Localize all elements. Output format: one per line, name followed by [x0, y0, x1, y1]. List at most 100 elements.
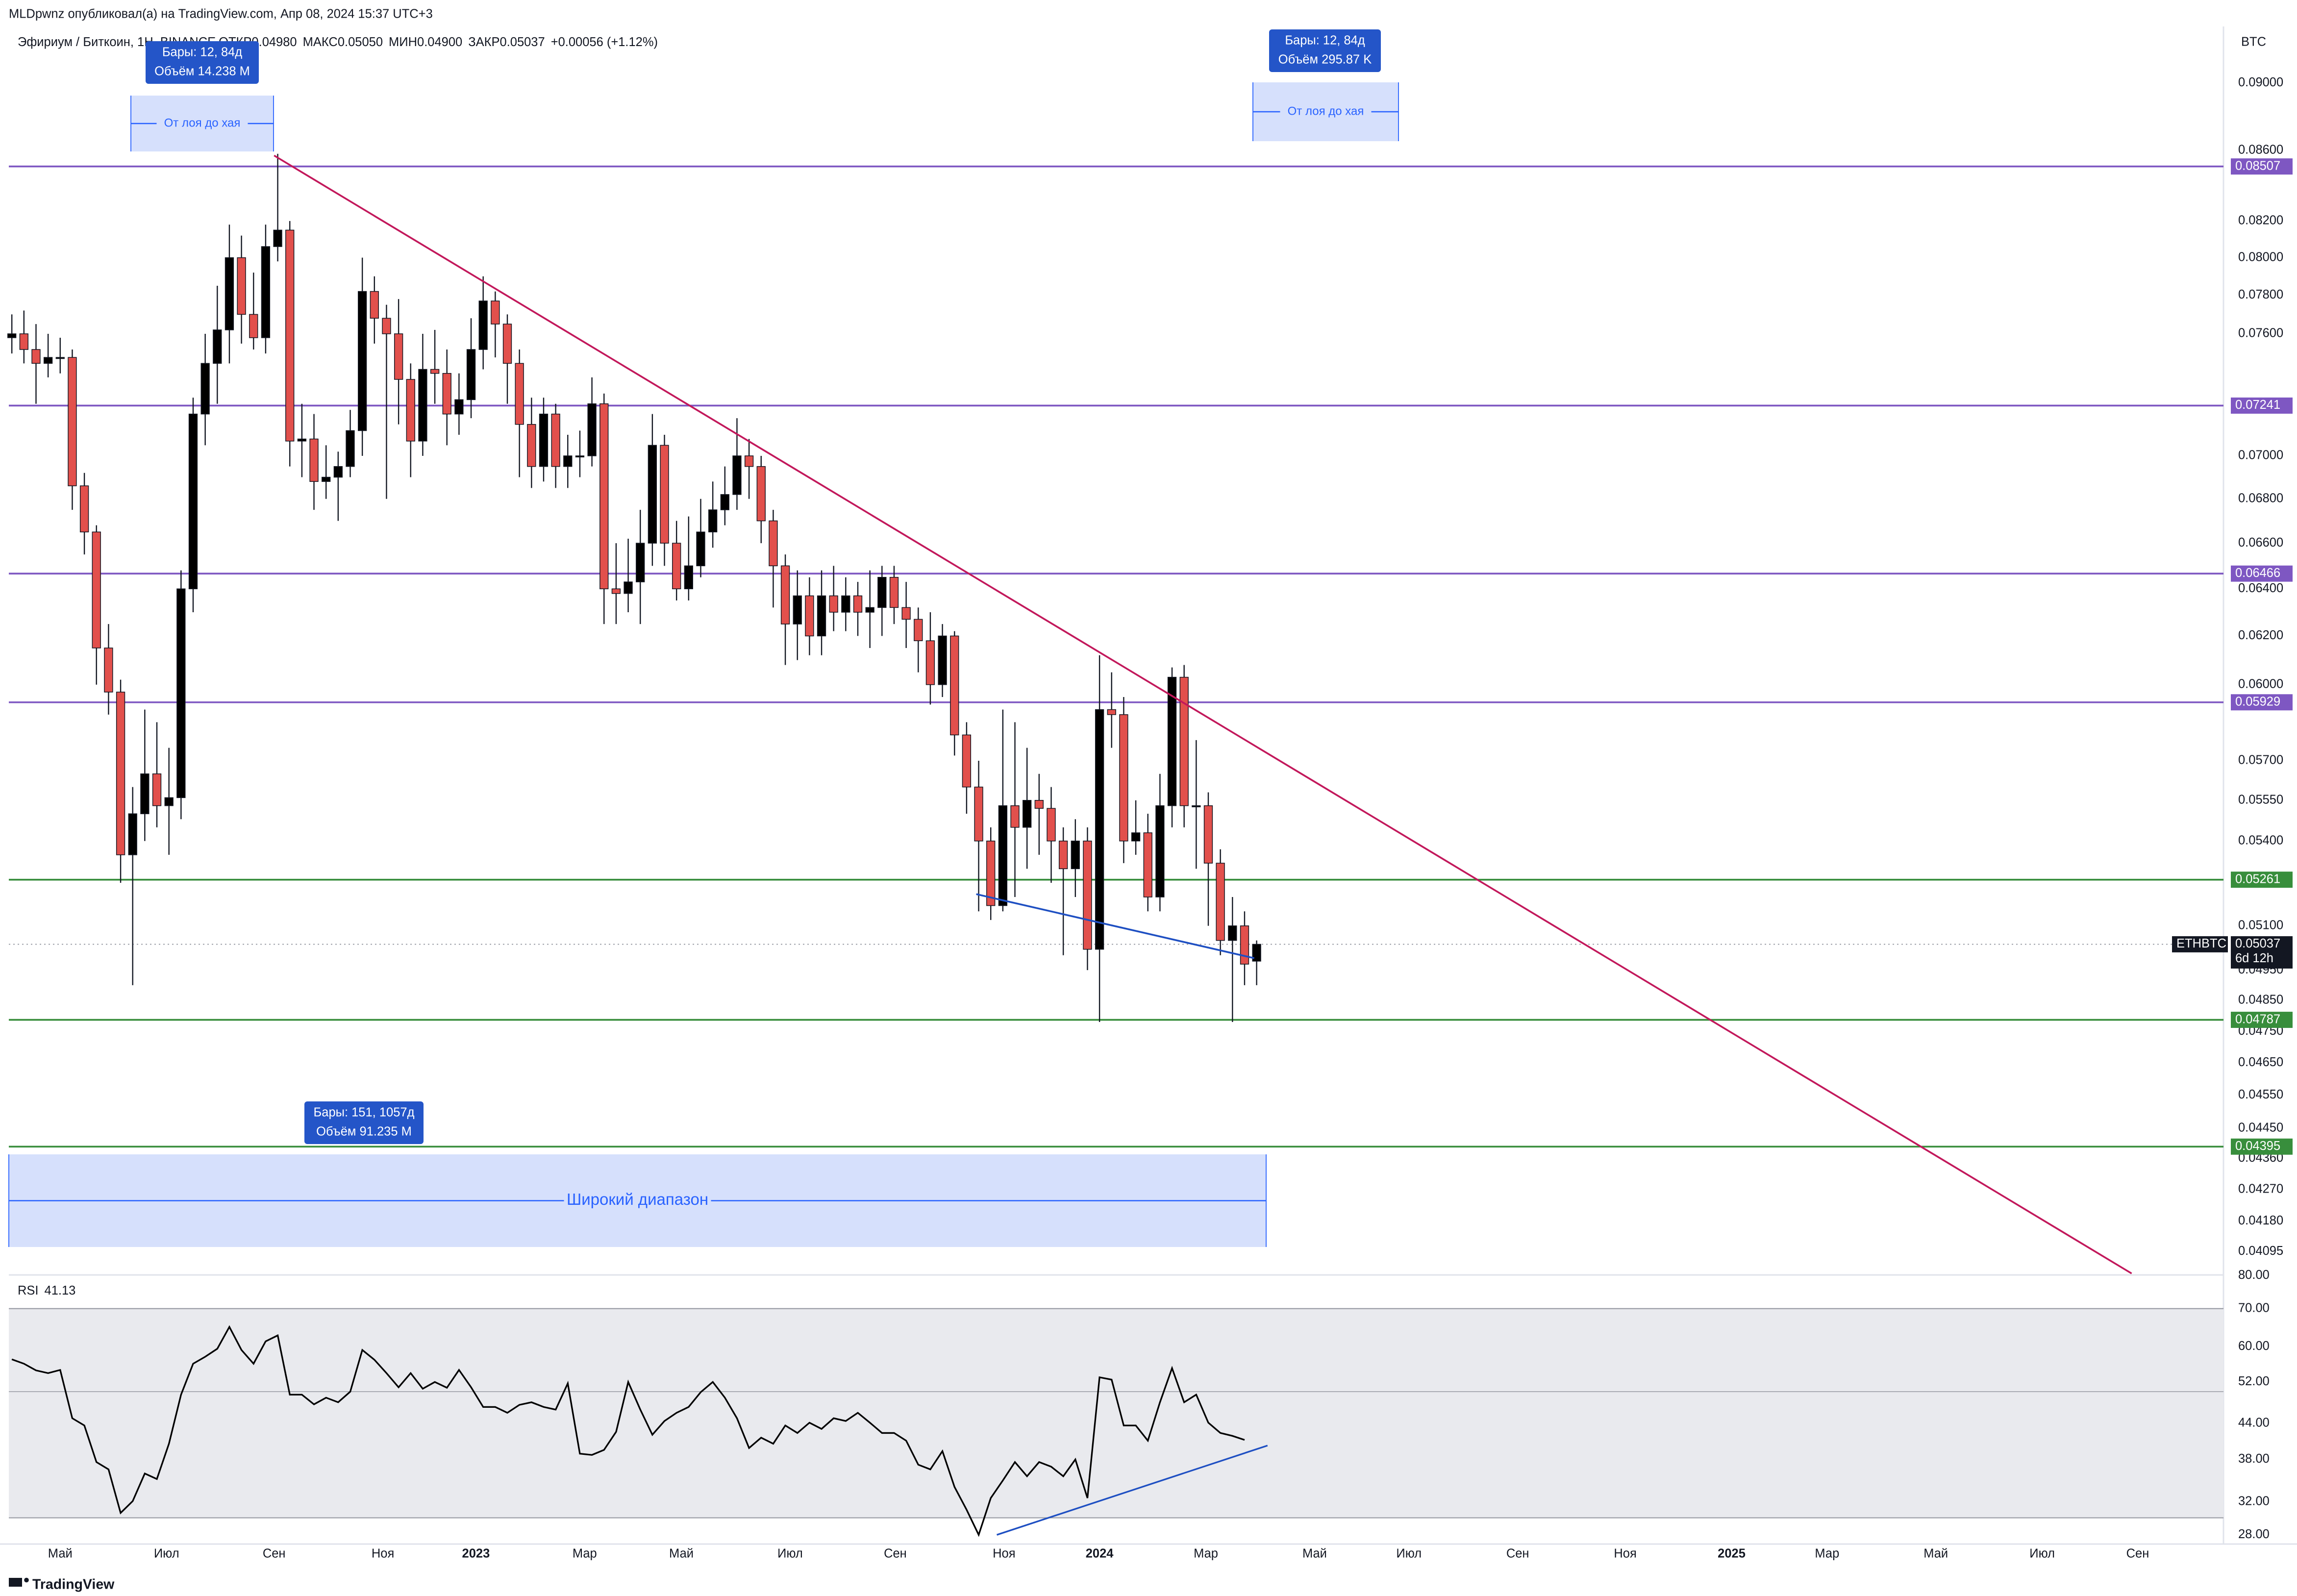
level-tag: [2231, 565, 2293, 582]
candle-body: [1119, 714, 1128, 842]
y-tick-label: 0.05550: [2238, 793, 2283, 806]
rsi-band: [9, 1308, 2223, 1518]
legend-label: МИН: [389, 35, 417, 49]
x-tick-label: 2025: [1718, 1547, 1746, 1561]
x-tick-label: 2024: [1086, 1547, 1114, 1561]
range-label: От лоя до хая: [1288, 104, 1364, 118]
candle-body: [502, 324, 512, 364]
candle-body: [491, 300, 500, 324]
ticker-tag: [2172, 936, 2228, 952]
range-label-bg: [156, 113, 248, 134]
candle-body: [1083, 840, 1092, 950]
candle-body: [636, 543, 645, 582]
level-label: 0.04787: [2235, 1012, 2280, 1026]
range-label: От лоя до хая: [164, 116, 241, 129]
rsi-value: 41.13: [45, 1284, 76, 1297]
candle-body: [1071, 840, 1080, 870]
y-tick-label: 0.06600: [2238, 536, 2283, 549]
y-tick-label: 0.06400: [2238, 581, 2283, 595]
range-volume: Объём 14.238 M: [154, 65, 250, 78]
y-tick-label: 0.05100: [2238, 919, 2283, 932]
candle-body: [79, 485, 89, 533]
candle-body: [140, 773, 150, 814]
y-tick-label: 0.06200: [2238, 628, 2283, 642]
candle-body: [297, 438, 307, 442]
candle-body: [213, 329, 222, 364]
legend: Эфириум / Биткоин, 1Н, BINANCEОТКР0.0498…: [18, 35, 658, 49]
candle-body: [478, 300, 488, 350]
x-tick-label: Ноя: [1614, 1547, 1636, 1561]
candle-body: [1155, 805, 1165, 898]
candle-body: [1192, 805, 1201, 807]
x-tick-label: Май: [48, 1547, 73, 1561]
x-tick-label: Май: [1923, 1547, 1948, 1561]
y-tick-label: 0.04270: [2238, 1182, 2283, 1196]
candle-body: [865, 607, 874, 613]
rsi-line: [11, 1325, 1245, 1537]
candle-body: [116, 692, 125, 855]
candle-body: [720, 494, 729, 510]
level-tag: [2231, 158, 2293, 175]
price-tag: [2231, 936, 2293, 969]
candle-body: [817, 595, 826, 637]
y-tick-label: 0.06800: [2238, 491, 2283, 505]
candle-body: [938, 635, 947, 685]
candle-body: [1167, 676, 1177, 806]
candle-body: [261, 246, 271, 338]
candle-body: [805, 595, 814, 637]
candle-body: [309, 438, 319, 482]
y-tick-label: 0.06000: [2238, 677, 2283, 691]
candle-body: [430, 369, 440, 374]
level-label: 0.06466: [2235, 566, 2280, 580]
y-tick-label: 0.08600: [2238, 143, 2283, 156]
candle-body: [1143, 832, 1152, 898]
candle-body: [442, 373, 451, 415]
brand: TradingView: [32, 1577, 115, 1593]
currency: BTC: [2241, 35, 2266, 49]
range-tag: [1269, 29, 1381, 73]
level-label: 0.08507: [2235, 159, 2280, 173]
level-tag: [2231, 1012, 2293, 1028]
x-tick-label: Ноя: [372, 1547, 394, 1561]
candle-body: [152, 773, 162, 806]
level-label: 0.05261: [2235, 872, 2280, 886]
range-bars: Бары: 12, 84д: [162, 46, 242, 59]
candle-body: [249, 314, 258, 338]
candle-body: [454, 399, 464, 415]
countdown: 6d 12h: [2235, 951, 2273, 965]
candle-body: [7, 333, 17, 338]
candle-body: [696, 531, 705, 567]
y-tick-label: 38.00: [2238, 1452, 2270, 1466]
trend-line: [274, 154, 2132, 1274]
candle-body: [1228, 925, 1237, 941]
range-bars: Бары: 12, 84д: [1285, 34, 1365, 48]
candle-body: [1095, 709, 1104, 950]
candle-body: [986, 840, 996, 906]
candle-body: [1240, 925, 1249, 965]
x-tick-label: Мар: [573, 1547, 597, 1561]
candle-body: [539, 413, 549, 467]
range-label-bg: [1280, 101, 1372, 123]
candle-body: [793, 595, 802, 624]
level-label: 0.07241: [2235, 398, 2280, 412]
candle-body: [732, 455, 742, 495]
candle-body: [1107, 709, 1116, 715]
y-tick-label: 32.00: [2238, 1495, 2270, 1508]
brand-logo: [9, 1577, 29, 1587]
rsi-legend: RSI 41.13: [18, 1284, 75, 1297]
y-tick-label: 0.05400: [2238, 833, 2283, 847]
candle-body: [382, 318, 391, 334]
candle-body: [962, 734, 972, 788]
candle-body: [527, 424, 536, 467]
x-tick-label: Июл: [2029, 1547, 2055, 1561]
candle-body: [974, 786, 983, 842]
y-tick-label: 0.07600: [2238, 326, 2283, 340]
trend-line: [997, 1445, 1268, 1536]
candle-body: [877, 576, 887, 608]
x-tick-label: Июл: [154, 1547, 179, 1561]
candle-body: [515, 363, 524, 425]
y-tick-label: 0.05700: [2238, 753, 2283, 767]
candle-body: [780, 565, 790, 624]
candle-body: [55, 357, 65, 359]
